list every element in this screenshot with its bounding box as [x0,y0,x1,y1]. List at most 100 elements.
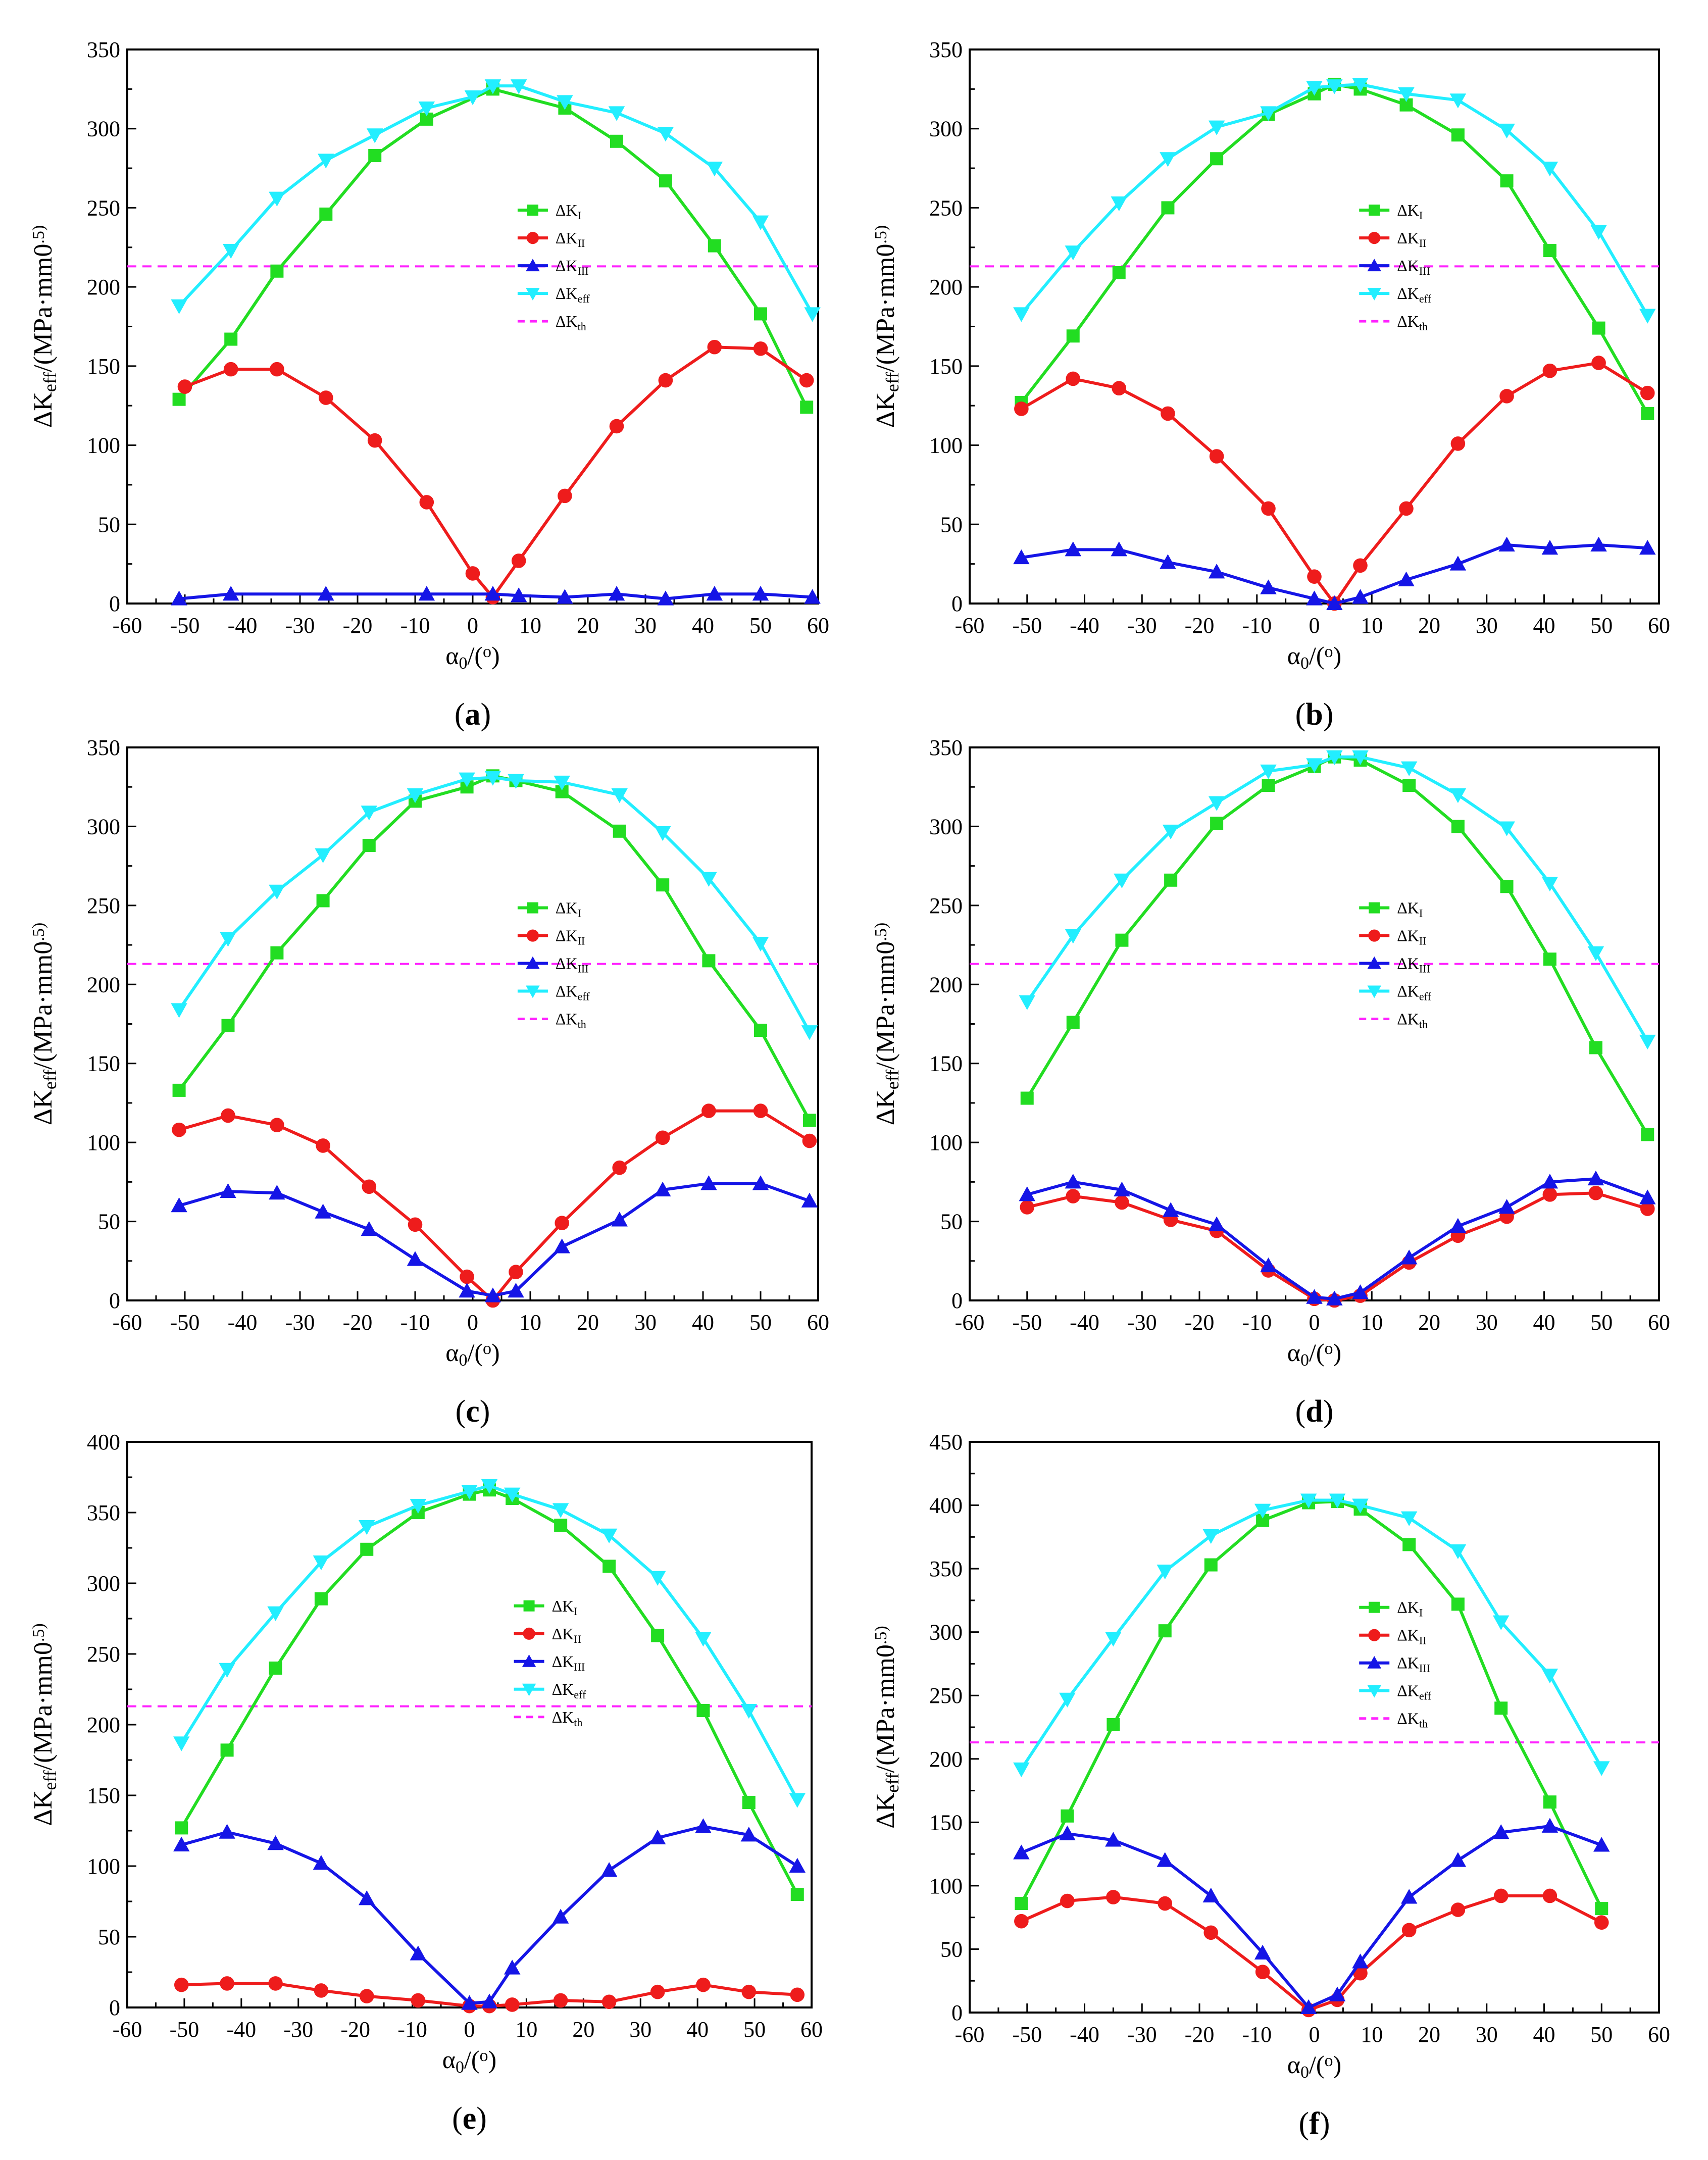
data-point [1066,371,1081,386]
data-point [1542,1888,1558,1903]
data-point [1013,307,1030,322]
data-point [359,1890,375,1905]
x-tick-label: 20 [1418,1310,1440,1335]
legend-label: ΔKII [556,927,585,947]
panel-label: (a) [455,697,491,732]
data-point [171,1003,187,1018]
series-dk-iii [1013,1818,1610,2014]
data-point [221,1019,235,1032]
data-point [1065,541,1081,557]
y-tick-label: 450 [929,1430,963,1454]
y-tick-label: 150 [929,1051,963,1076]
data-point [558,488,572,504]
legend-label: ΔKth [556,1010,586,1031]
x-tick-label: -20 [1185,613,1215,638]
legend-marker [527,205,538,216]
x-tick-label: 60 [807,1310,829,1335]
data-point [1326,1290,1343,1305]
legend: ΔKI ΔKII ΔKIII ΔKeff ΔKth [517,899,590,1031]
data-point [741,1984,757,1999]
data-point [511,554,526,568]
legend-marker [526,288,540,300]
y-axis-label: ΔKeff/(MPa·mm0.5) [29,225,60,428]
data-point [649,1571,666,1586]
x-tick-label: 40 [1533,2022,1555,2047]
data-point [1111,196,1127,212]
data-point [1587,946,1604,961]
legend-marker [1367,956,1381,969]
data-point [1306,81,1323,96]
x-tick-label: -20 [1185,2022,1215,2047]
x-tick-label: -10 [400,613,430,638]
data-point [172,1083,186,1097]
series-dk-eff [173,1479,806,1808]
series-dk-eff [1013,1493,1610,1778]
legend-marker [522,1683,536,1696]
x-tick-label: 20 [1418,2022,1440,2047]
y-tick-label: 50 [940,1210,963,1234]
data-point [460,1269,474,1284]
data-point [611,788,628,803]
data-point [1542,1187,1558,1202]
x-tick-label: 0 [1309,613,1320,638]
y-tick-label: 200 [87,972,120,997]
series-line [178,776,811,1033]
data-point [465,566,480,581]
series-line [1021,1824,1602,2009]
data-point [1352,589,1369,604]
y-tick-label: 350 [929,37,963,62]
legend-marker [1367,259,1381,272]
x-tick-label: -30 [283,2017,313,2042]
data-point [1065,929,1081,944]
y-tick-label: 200 [929,972,963,997]
data-point [708,239,721,253]
data-point [1326,79,1343,94]
y-tick-label: 200 [87,1713,120,1737]
x-tick-label: -60 [113,2017,142,2042]
y-axis-label: ΔKeff/(MPa·mm0.5) [871,923,902,1125]
legend-label: ΔKI [1397,1598,1423,1619]
data-point [695,1632,712,1647]
data-point [1158,1624,1172,1638]
data-point [484,1287,501,1302]
data-point [318,154,334,169]
legend-label: ΔKeff [552,1680,586,1701]
data-point [1449,93,1467,109]
y-tick-label: 150 [87,1051,120,1076]
x-tick-label: -20 [343,613,373,638]
chart-panel-b: -60 -50 -40 -30 -20 -10 0 10 20 30 40 50 60 0 50 100 150… [871,37,1670,732]
legend-marker [526,259,540,272]
data-point [1059,1692,1076,1708]
data-point [1202,1529,1219,1544]
data-point [554,1519,568,1532]
legend-label: ΔKeff [556,982,590,1003]
data-point [177,379,192,394]
data-point [804,589,821,604]
y-tick-label: 350 [87,1500,120,1525]
data-point [608,585,625,601]
y-tick-label: 50 [98,1925,120,1949]
data-point [1398,571,1415,586]
data-point [649,1829,666,1844]
series-dk-iii [1013,536,1656,610]
x-tick-label: -20 [1185,1310,1215,1335]
x-tick-label: -40 [228,1310,258,1335]
legend-label: ΔKI [556,201,581,222]
y-tick-label: 100 [929,433,963,458]
data-point [1492,1615,1510,1630]
data-point [319,207,333,221]
data-point [1015,1897,1028,1911]
x-tick-label: -30 [285,1310,315,1335]
y-tick-label: 200 [87,275,120,299]
panel-label: (e) [452,2101,487,2136]
data-point [1112,381,1127,396]
y-tick-label: 400 [87,1430,120,1454]
x-tick-label: 20 [1418,613,1440,638]
data-point [650,1984,665,1999]
series-line [178,1109,811,1302]
data-point [1329,1986,1346,2001]
x-tick-label: 0 [1309,2022,1320,2047]
data-point [1401,1923,1417,1938]
data-point [1400,761,1418,776]
y-tick-label: 150 [87,1783,120,1808]
